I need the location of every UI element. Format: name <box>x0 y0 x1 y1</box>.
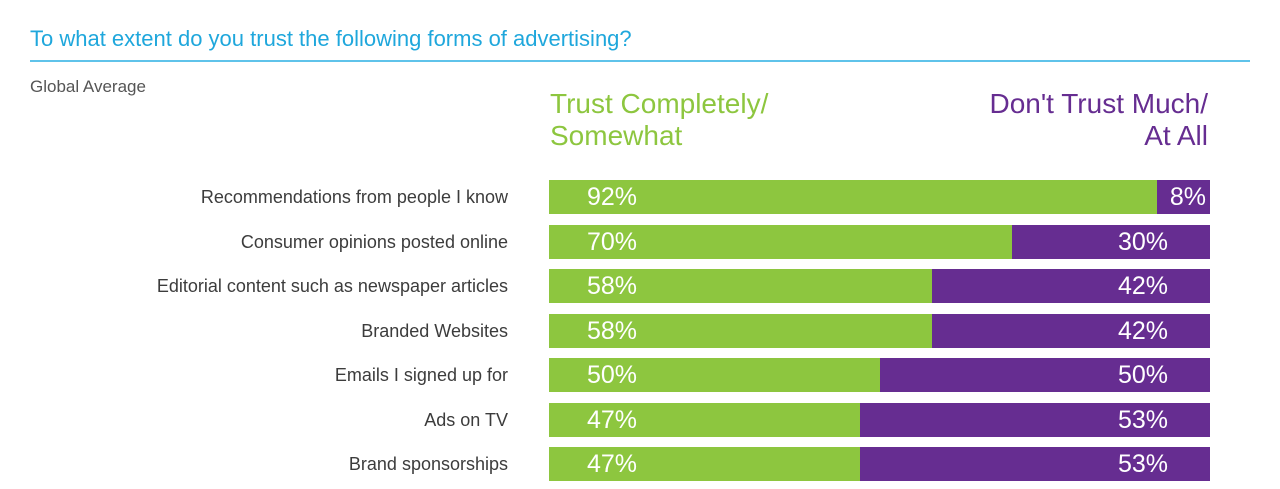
value-label-distrust: 42% <box>1117 272 1168 300</box>
stacked-bar: 70% 30% <box>549 224 1210 259</box>
value-label-trust: 50% <box>587 361 638 389</box>
stacked-bar: 58% 42% <box>549 269 1210 303</box>
category-label: Ads on TV <box>424 409 508 430</box>
bar-segment-distrust: 42% <box>932 313 1210 348</box>
bar-segment-trust: 47% <box>549 447 860 481</box>
bar-segment-trust: 70% <box>549 224 1012 259</box>
bar-segment-trust: 58% <box>549 313 933 348</box>
category-label: Brand sponsorships <box>348 454 508 474</box>
bar-row: Editorial content such as newspaper arti… <box>0 269 1280 303</box>
stacked-bar: 50% 50% <box>549 358 1210 392</box>
bar-row: Branded Websites 58% 42% <box>0 313 1280 348</box>
chart-title: To what extent do you trust the followin… <box>30 26 632 51</box>
value-label-trust: 58% <box>587 272 638 300</box>
stacked-bar: 58% 42% <box>549 313 1210 348</box>
stacked-bar: 92% 8% <box>549 180 1210 214</box>
bar-segment-trust: 58% <box>549 269 933 303</box>
bar-row: Brand sponsorships 47% 53% <box>0 447 1280 481</box>
legend-distrust: Don't Trust Much/ At All <box>989 88 1208 151</box>
legend-trust: Trust Completely/ Somewhat <box>550 88 769 151</box>
value-label-distrust: 53% <box>1117 405 1168 434</box>
value-label-distrust: 8% <box>1169 183 1206 211</box>
bar-segment-distrust: 42% <box>932 269 1210 303</box>
value-label-distrust: 50% <box>1117 361 1168 389</box>
value-label-trust: 58% <box>587 316 638 345</box>
bar-row: Recommendations from people I know 92% 8% <box>0 180 1280 214</box>
chart-subtitle: Global Average <box>30 77 146 96</box>
category-label: Recommendations from people I know <box>200 187 508 207</box>
bar-segment-distrust: 50% <box>879 358 1210 392</box>
bar-segment-trust: 92% <box>549 180 1158 214</box>
value-label-trust: 47% <box>587 450 638 478</box>
bar-segment-distrust: 53% <box>859 447 1210 481</box>
category-label: Consumer opinions posted online <box>240 231 508 252</box>
value-label-distrust: 53% <box>1117 450 1168 478</box>
category-label: Branded Websites <box>361 320 508 341</box>
bar-segment-distrust: 53% <box>859 402 1210 437</box>
category-label: Editorial content such as newspaper arti… <box>156 276 508 296</box>
value-label-distrust: 30% <box>1117 227 1168 256</box>
value-label-trust: 70% <box>587 227 638 256</box>
bar-segment-trust: 50% <box>549 358 880 392</box>
bar-segment-trust: 47% <box>549 402 860 437</box>
bar-segment-distrust: 30% <box>1011 224 1210 259</box>
value-label-distrust: 42% <box>1117 316 1168 345</box>
value-label-trust: 47% <box>587 405 638 434</box>
bar-row: Emails I signed up for 50% 50% <box>0 358 1280 392</box>
category-label: Emails I signed up for <box>334 365 508 385</box>
title-divider <box>30 60 1250 62</box>
stacked-bar: 47% 53% <box>549 402 1210 437</box>
bar-row: Ads on TV 47% 53% <box>0 402 1280 437</box>
value-label-trust: 92% <box>587 183 638 211</box>
bar-segment-distrust: 8% <box>1157 180 1210 214</box>
stacked-bar: 47% 53% <box>549 447 1210 481</box>
bar-row: Consumer opinions posted online 70% 30% <box>0 224 1280 259</box>
